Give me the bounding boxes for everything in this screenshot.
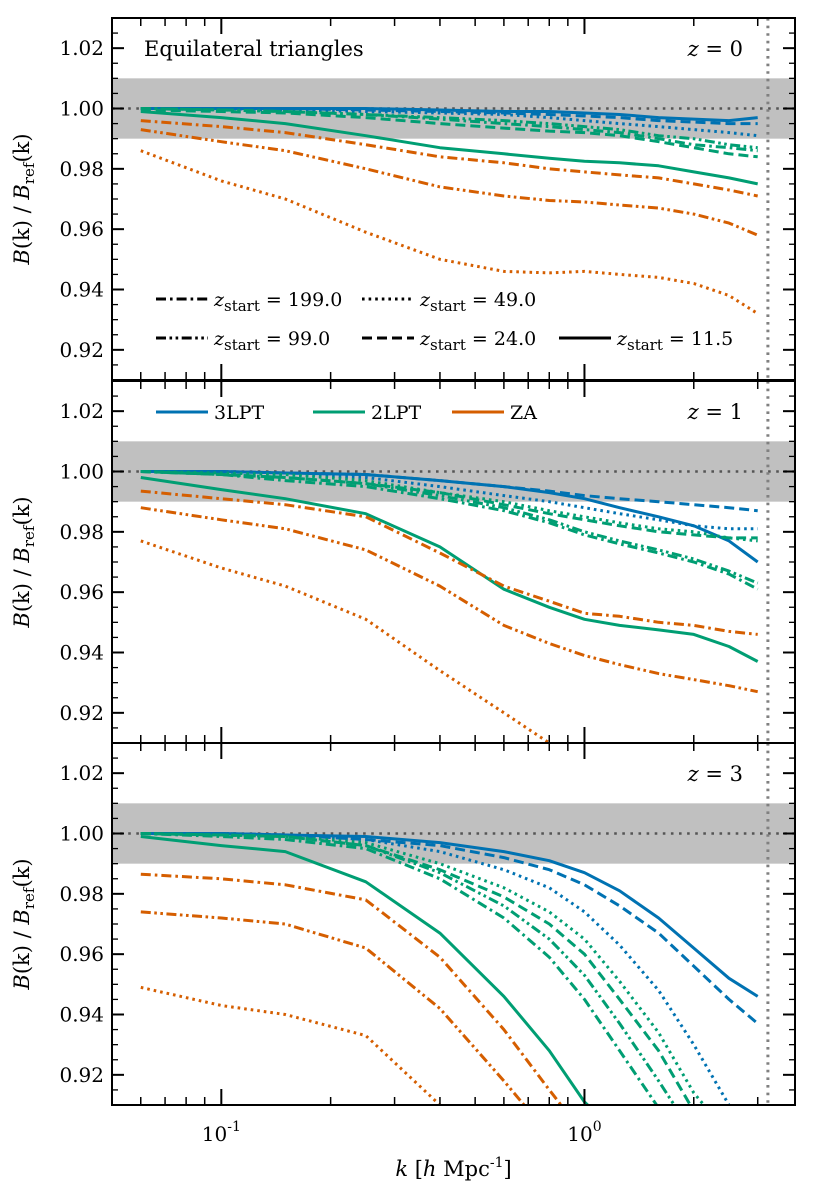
series-za-49-0 [140, 985, 444, 1105]
legend-label: zstart = 11.5 [616, 328, 733, 354]
y-tick-label: 1.00 [59, 822, 104, 846]
series-2lpt-99-0 [140, 470, 759, 585]
y-tick-label: 0.94 [59, 641, 104, 665]
x-tick-label: 10-1 [202, 1119, 241, 1146]
y-tick-label: 0.92 [59, 1063, 104, 1087]
series-za-199-0 [140, 872, 563, 1105]
series-3lpt-24-0 [140, 470, 758, 513]
y-axis-label: B(k) / Bref(k) [10, 858, 38, 990]
series-2lpt-49-0 [140, 470, 758, 543]
legend-label: 2LPT [371, 402, 421, 424]
series-3lpt-49-0 [140, 470, 758, 531]
series-2lpt-199-0 [140, 832, 659, 1105]
y-tick-label: 0.98 [59, 157, 104, 181]
series-za-199-0 [140, 489, 758, 636]
legend-label: 3LPT [214, 402, 264, 424]
y-tick-label: 1.02 [59, 36, 104, 60]
series-2lpt-11-5 [140, 835, 590, 1105]
y-tick-label: 0.96 [59, 580, 104, 604]
series-2lpt-11-5 [140, 476, 759, 663]
series-2lpt-24-0 [140, 108, 758, 159]
series-za-99-0 [140, 910, 527, 1105]
series-2lpt-199-0 [140, 470, 759, 591]
panels: 0.92 0.94 0.96 0.98 1.00 1.02 B(k) / Bref(k) Eq… [10, 17, 796, 1146]
series-za-49-0 [140, 149, 759, 315]
redshift-label: z = 1 [687, 400, 743, 424]
y-tick-label: 0.98 [59, 520, 104, 544]
x-axis-label-text: k [h Mpc-1] [395, 1155, 511, 1181]
y-axis-label: B(k) / Bref(k) [10, 133, 38, 265]
series-2lpt-99-0 [140, 832, 677, 1105]
y-tick-label: 0.94 [59, 278, 104, 302]
y-tick-label: 0.92 [59, 338, 104, 362]
y-tick-label: 0.96 [59, 942, 104, 966]
axes-frame [111, 17, 796, 381]
x-axis-label: k [h Mpc-1] [395, 1155, 511, 1181]
panel-1: 0.92 0.94 0.96 0.98 1.00 1.02 B(k) / Bref(k) z … [10, 380, 796, 744]
series-za-99-0 [140, 128, 759, 237]
y-tick-label: 0.94 [59, 1003, 104, 1027]
redshift-label: z = 3 [687, 762, 743, 786]
legend-linestyles: zstart = 199.0 zstart = 49.0 zstart = 99.0… [156, 289, 733, 354]
legend-label: zstart = 24.0 [419, 328, 536, 354]
y-tick-label: 1.02 [59, 399, 104, 423]
y-tick-label: 1.00 [59, 97, 104, 121]
y-tick-label: 1.00 [59, 460, 104, 484]
axes-frame [111, 742, 796, 1106]
panel-0: 0.92 0.94 0.96 0.98 1.00 1.02 B(k) / Bref(k) Eq… [10, 17, 796, 381]
y-tick-label: 1.02 [59, 761, 104, 785]
legend-label: ZA [510, 402, 537, 424]
y-tick-label: 0.92 [59, 701, 104, 725]
series-2lpt-11-5 [140, 110, 759, 186]
legend-label: zstart = 199.0 [213, 289, 342, 315]
legend-label: zstart = 99.0 [213, 328, 330, 354]
y-tick-label: 0.96 [59, 217, 104, 241]
redshift-label: z = 0 [687, 37, 743, 61]
x-tick-label: 100 [567, 1119, 601, 1146]
series-za-99-0 [140, 506, 759, 694]
series-3lpt-24-0 [140, 107, 758, 126]
panel-2: 0.92 0.94 0.96 0.98 1.00 1.02 B(k) / Bref(k) z … [10, 742, 796, 1146]
series-2lpt-49-0 [140, 832, 706, 1105]
series-2lpt-24-0 [140, 470, 758, 540]
legend-colors: 3LPT 2LPT ZA [156, 402, 537, 424]
y-axis-label: B(k) / Bref(k) [10, 496, 38, 628]
legend-label: zstart = 49.0 [419, 289, 536, 315]
series-za-199-0 [140, 119, 759, 198]
y-tick-label: 0.98 [59, 882, 104, 906]
annotation-title: Equilateral triangles [144, 37, 364, 61]
